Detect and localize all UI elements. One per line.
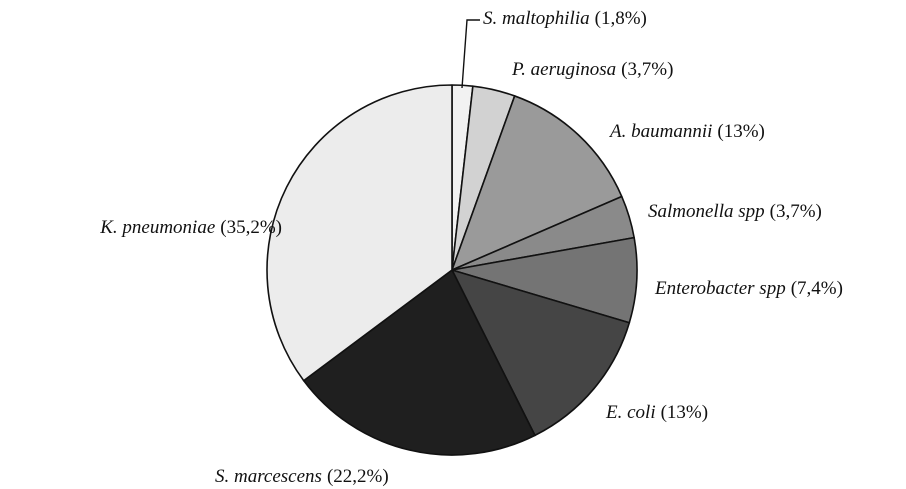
category-name: S. marcescens bbox=[215, 466, 322, 487]
slice-label: E. coli (13%) bbox=[605, 402, 708, 423]
slice-label: A. baumannii (13%) bbox=[608, 121, 765, 142]
percent-label: (35,2%) bbox=[220, 217, 282, 238]
category-name: S. maltophilia bbox=[483, 8, 590, 29]
percent-label: (3,7%) bbox=[621, 59, 673, 80]
percent-label: (22,2%) bbox=[327, 466, 389, 487]
pie-slice bbox=[451, 269, 631, 437]
category-name: P. aeruginosa bbox=[511, 59, 616, 80]
slice-label: P. aeruginosa (3,7%) bbox=[511, 59, 673, 80]
pie-slice bbox=[451, 95, 623, 271]
category-name: K. pneumoniae bbox=[99, 217, 215, 238]
category-name: Enterobacter spp bbox=[654, 278, 786, 299]
category-name: A. baumannii bbox=[608, 121, 712, 142]
category-name: Salmonella spp bbox=[648, 201, 765, 222]
category-name: E. coli bbox=[605, 402, 656, 423]
slice-label: Enterobacter spp (7,4%) bbox=[654, 278, 843, 299]
leader-line bbox=[461, 19, 480, 89]
slice-label: S. maltophilia (1,8%) bbox=[483, 8, 647, 29]
pie-slice bbox=[266, 84, 453, 382]
percent-label: (7,4%) bbox=[791, 278, 843, 299]
percent-label: (1,8%) bbox=[595, 8, 647, 29]
slice-label: S. marcescens (22,2%) bbox=[215, 466, 389, 487]
slice-label: Salmonella spp (3,7%) bbox=[648, 201, 822, 222]
percent-label: (13%) bbox=[717, 121, 764, 142]
percent-label: (3,7%) bbox=[770, 201, 822, 222]
pie-slice bbox=[302, 269, 536, 456]
slice-label: K. pneumoniae (35,2%) bbox=[99, 217, 282, 238]
percent-label: (13%) bbox=[661, 402, 708, 423]
